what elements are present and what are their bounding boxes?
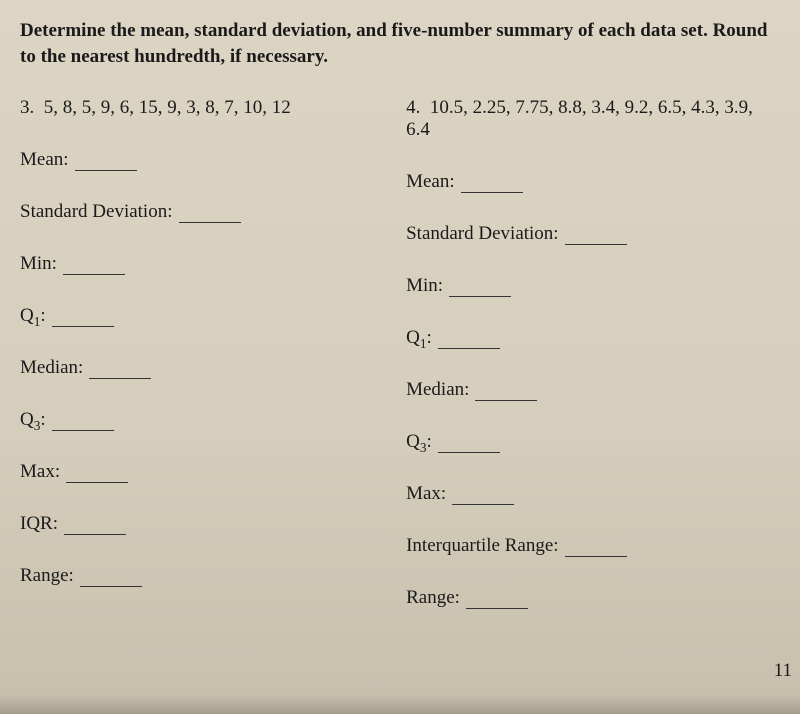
problem-4-row-2: Min: [406,275,780,297]
problem-4-row-1: Standard Deviation: [406,223,780,245]
problem-4-rows: Mean: Standard Deviation: Min: Q1: Median: Q3… [406,171,780,609]
problem-3-row-1: Standard Deviation: [20,201,376,223]
problem-3-dataset: 3. 5, 8, 5, 9, 6, 15, 9, 3, 8, 7, 10, 12 [20,97,376,119]
problem-4-blank-4[interactable] [475,380,537,401]
problem-3-blank-7[interactable] [64,514,126,535]
problem-3-label-2: Min: [20,253,57,275]
problem-3-label-0: Mean: [20,149,69,171]
problem-4: 4. 10.5, 2.25, 7.75, 8.8, 3.4, 9.2, 6.5,… [406,97,780,639]
problem-3-label-4: Median: [20,357,83,379]
problem-4-blank-2[interactable] [449,276,511,297]
problem-3-blank-1[interactable] [179,202,241,223]
problems-columns: 3. 5, 8, 5, 9, 6, 15, 9, 3, 8, 7, 10, 12… [20,97,780,639]
problem-3-row-3: Q1: [20,305,376,327]
problem-4-values: 10.5, 2.25, 7.75, 8.8, 3.4, 9.2, 6.5, 4.… [406,97,753,140]
problem-4-number: 4. [406,97,420,118]
page-edge-shadow [0,694,800,714]
problem-4-label-7: Interquartile Range: [406,535,558,557]
page-number: 11 [774,660,792,682]
problem-3-label-5: Q3: [20,409,46,431]
problem-4-label-0: Mean: [406,171,455,193]
problem-3-blank-5[interactable] [52,410,114,431]
problem-3-blank-2[interactable] [63,254,125,275]
problem-4-blank-8[interactable] [466,588,528,609]
problem-3-label-3: Q1: [20,305,46,327]
problem-3-label-7: IQR: [20,513,58,535]
problem-4-row-0: Mean: [406,171,780,193]
problem-4-row-6: Max: [406,483,780,505]
problem-3-values: 5, 8, 5, 9, 6, 15, 9, 3, 8, 7, 10, 12 [44,97,291,118]
problem-4-blank-7[interactable] [565,536,627,557]
problem-4-label-2: Min: [406,275,443,297]
problem-3-number: 3. [20,97,34,118]
problem-3: 3. 5, 8, 5, 9, 6, 15, 9, 3, 8, 7, 10, 12… [20,97,376,639]
problem-4-row-8: Range: [406,587,780,609]
problem-4-blank-3[interactable] [438,328,500,349]
problem-4-label-3: Q1: [406,327,432,349]
problem-4-label-5: Q3: [406,431,432,453]
problem-3-blank-6[interactable] [66,462,128,483]
problem-4-label-8: Range: [406,587,460,609]
problem-3-row-8: Range: [20,565,376,587]
problem-3-label-6: Max: [20,461,60,483]
problem-4-row-3: Q1: [406,327,780,349]
problem-4-row-5: Q3: [406,431,780,453]
problem-3-row-0: Mean: [20,149,376,171]
problem-4-label-6: Max: [406,483,446,505]
problem-3-row-7: IQR: [20,513,376,535]
problem-3-blank-3[interactable] [52,306,114,327]
problem-3-row-2: Min: [20,253,376,275]
problem-4-blank-0[interactable] [461,172,523,193]
problem-4-blank-5[interactable] [438,432,500,453]
problem-3-blank-8[interactable] [80,566,142,587]
problem-4-row-7: Interquartile Range: [406,535,780,557]
problem-4-label-1: Standard Deviation: [406,223,559,245]
problem-3-row-5: Q3: [20,409,376,431]
instructions-text: Determine the mean, standard deviation, … [20,18,780,69]
problem-3-label-8: Range: [20,565,74,587]
problem-3-row-6: Max: [20,461,376,483]
problem-3-label-1: Standard Deviation: [20,201,173,223]
problem-3-rows: Mean: Standard Deviation: Min: Q1: Median: Q3… [20,149,376,587]
problem-3-row-4: Median: [20,357,376,379]
problem-4-blank-1[interactable] [565,224,627,245]
problem-4-label-4: Median: [406,379,469,401]
problem-4-blank-6[interactable] [452,484,514,505]
problem-4-row-4: Median: [406,379,780,401]
problem-3-blank-0[interactable] [75,150,137,171]
problem-4-dataset: 4. 10.5, 2.25, 7.75, 8.8, 3.4, 9.2, 6.5,… [406,97,780,141]
worksheet-page: Determine the mean, standard deviation, … [0,0,800,714]
problem-3-blank-4[interactable] [89,358,151,379]
